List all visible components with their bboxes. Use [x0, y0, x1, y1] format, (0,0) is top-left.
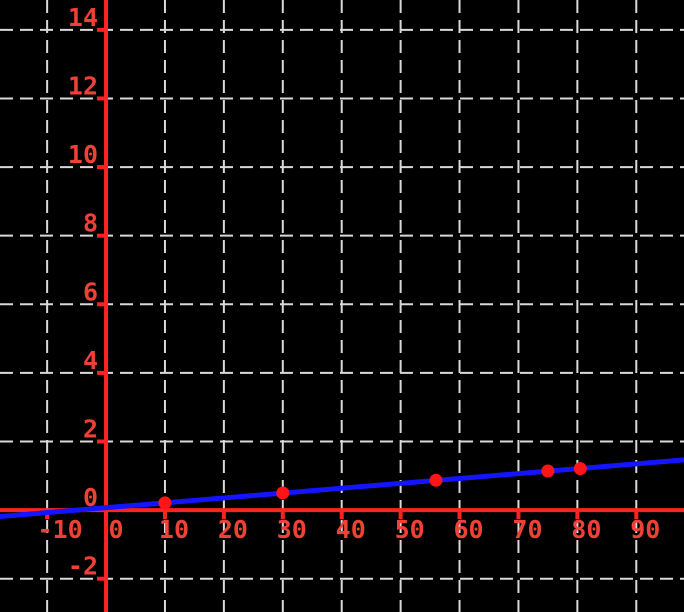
- y-tick-label: 2: [83, 415, 98, 444]
- x-tick-label: 80: [571, 515, 601, 544]
- x-tick-label: 60: [453, 515, 483, 544]
- y-tick-label: 4: [83, 346, 98, 375]
- y-tick-label: -2: [68, 552, 98, 581]
- y-tick-label: 14: [68, 3, 98, 32]
- x-tick-label: 20: [218, 515, 248, 544]
- x-tick-label: 70: [512, 515, 542, 544]
- trend-line: [0, 457, 684, 519]
- data-point: [541, 464, 555, 478]
- x-tick-label: 90: [630, 515, 660, 544]
- data-point: [429, 473, 443, 487]
- y-tick-label: 6: [83, 277, 98, 306]
- x-tick-label: 0: [109, 515, 124, 544]
- data-point: [573, 462, 587, 476]
- y-tick-label: 0: [83, 483, 98, 512]
- x-tick-label: 30: [277, 515, 307, 544]
- x-tick-label: -10: [38, 515, 83, 544]
- x-tick-label: 40: [336, 515, 366, 544]
- y-tick-label: 12: [68, 71, 98, 100]
- x-tick-label: 10: [159, 515, 189, 544]
- y-tick-label: 8: [83, 209, 98, 238]
- data-point: [276, 486, 290, 500]
- data-point: [158, 496, 172, 510]
- y-tick-label: 10: [68, 140, 98, 169]
- x-tick-label: 50: [395, 515, 425, 544]
